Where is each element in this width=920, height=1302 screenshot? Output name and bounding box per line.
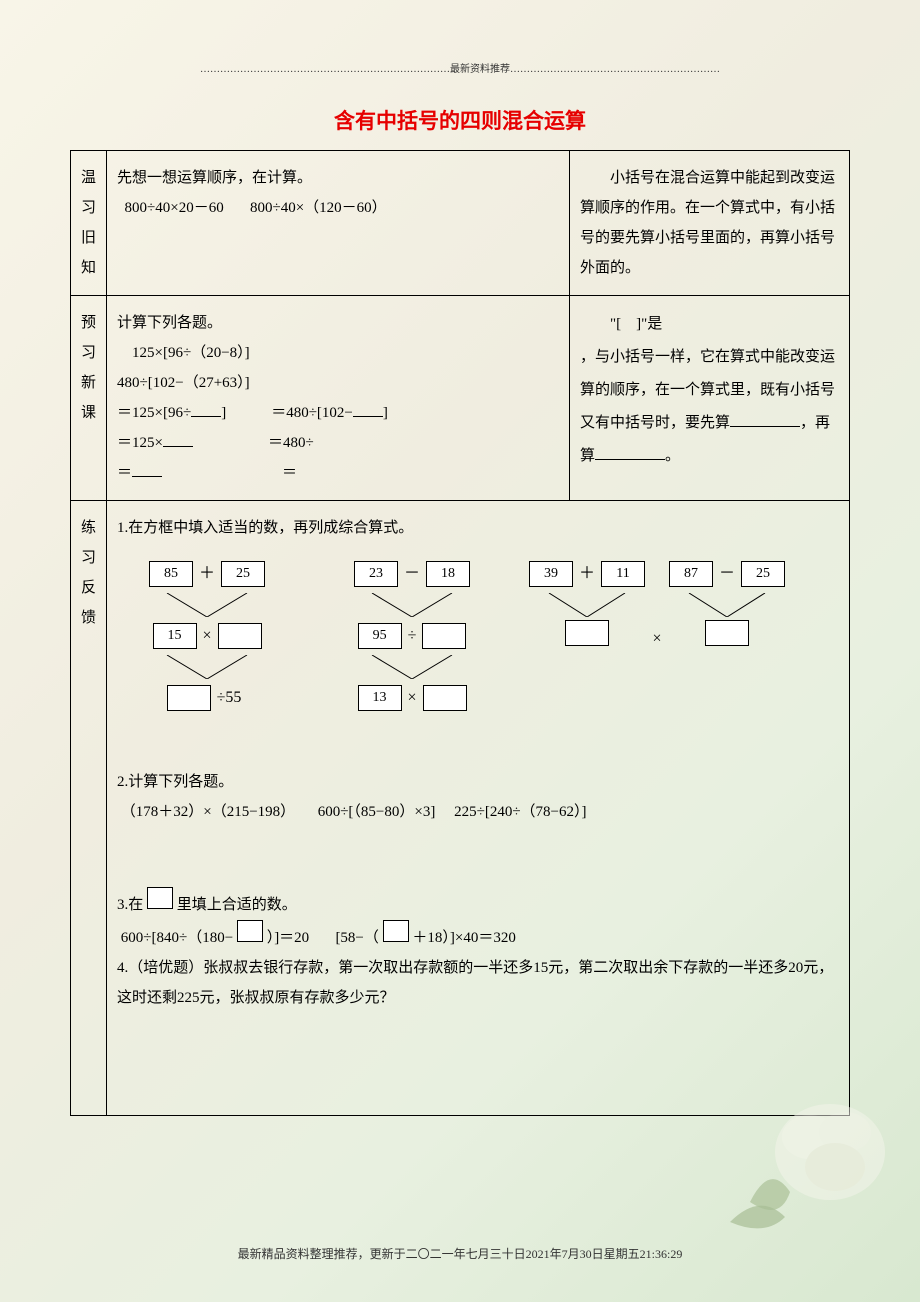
blank [595,445,665,460]
r2-l2: 125×[96÷（20−8）] [117,338,559,368]
diagram-34-wrap: 39 ＋ 11 87 － 25 [527,555,787,717]
row1-main: 先想一想运算顺序，在计算。 800÷40×20－60 800÷40×（120－6… [107,151,570,296]
r2-l1: 计算下列各题。 [117,308,559,338]
op-plus: ＋ [573,558,601,590]
row-preview: 预习新课 计算下列各题。 125×[96÷（20−8）] 480÷[102−（2… [71,296,850,501]
page-title: 含有中括号的四则混合运算 [70,105,850,135]
box: 87 [669,561,713,587]
box-empty [167,685,211,711]
box-empty [218,623,262,649]
q1-title: 1.在方框中填入适当的数，再列成综合算式。 [117,513,839,543]
box-empty [383,920,409,942]
row3-main: 1.在方框中填入适当的数，再列成综合算式。 85 ＋ 25 15 × [107,501,850,1116]
row1-right: 小括号在混合运算中能起到改变运算顺序的作用。在一个算式中，有小括号的要先算小括号… [570,151,850,296]
r2-l5b: ＝480÷ [193,435,314,451]
op-minus: － [713,558,741,590]
blank [163,432,193,447]
blank [730,412,800,427]
op-mul-mid: × [647,623,668,655]
row-practice: 练习反馈 1.在方框中填入适当的数，再列成综合算式。 85 ＋ 25 15 × [71,501,850,1116]
row-review: 温习旧知 先想一想运算顺序，在计算。 800÷40×20－60 800÷40×（… [71,151,850,296]
q3d: ）]＝20 [267,930,310,946]
op-mul: × [402,682,423,714]
side-label-1: 温习旧知 [71,151,107,296]
q3c: 600÷[840÷（180− [121,930,233,946]
box: 23 [354,561,398,587]
header-dots: …………………………………………………………………最新资料推荐………………………… [70,60,850,75]
q2-title: 2.计算下列各题。 [117,767,839,797]
side-label-2: 预习新课 [71,296,107,501]
r2-l5a: ＝125× [117,435,163,451]
r2-l4b: ] ＝480÷[102− [221,405,353,421]
side-label-3: 练习反馈 [71,501,107,1116]
box: 18 [426,561,470,587]
diagrams: 85 ＋ 25 15 × ÷55 [117,555,839,717]
r1-expr-b: 800÷40×（120－60） [250,200,387,216]
op-minus: － [398,558,426,590]
box: 15 [153,623,197,649]
r1-l1: 先想一想运算顺序，在计算。 [117,163,559,193]
r2-l4a: ＝125×[96÷ [117,405,191,421]
q3e: [58−（ [335,930,378,946]
box: 25 [221,561,265,587]
op-div: ÷55 [211,682,248,714]
q3f: ＋18）]×40＝320 [412,930,515,946]
r2r-a: "[ ]"是 [580,316,662,332]
q2b: 600÷[（85−80）×3] [318,804,436,820]
r2-l6b: ＝ [162,465,297,481]
diagram-2: 23 － 18 95 ÷ 13 × [322,555,502,717]
r2-l6a: ＝ [117,465,132,481]
q2c: 225÷[240÷（78−62）] [454,804,586,820]
q3a: 3.在 [117,897,143,913]
box-empty [237,920,263,942]
op-mul: × [197,620,218,652]
blank [353,402,383,417]
box: 85 [149,561,193,587]
box: 39 [529,561,573,587]
q3b: 里填上合适的数。 [177,897,297,913]
box-empty [423,685,467,711]
blank [132,462,162,477]
q4: 4.（培优题）张叔叔去银行存款，第一次取出存款额的一半还多15元，第二次取出余下… [117,953,839,1013]
box-empty [422,623,466,649]
blank [191,402,221,417]
op-plus: ＋ [193,558,221,590]
r2-l3: 480÷[102−（27+63）] [117,368,559,398]
box: 13 [358,685,402,711]
diagram-1: 85 ＋ 25 15 × ÷55 [117,555,297,717]
q2a: （178＋32）×（215−198） [121,804,295,820]
box: 25 [741,561,785,587]
row2-right: "[ ]"是 ，与小括号一样，它在算式中能改变运算的顺序，在一个算式里，既有小括… [570,296,850,501]
box: 95 [358,623,402,649]
main-table: 温习旧知 先想一想运算顺序，在计算。 800÷40×20－60 800÷40×（… [70,150,850,1116]
row2-main: 计算下列各题。 125×[96÷（20−8）] 480÷[102−（27+63）… [107,296,570,501]
op-div: ÷ [402,620,423,652]
r2-l4c: ] [383,405,388,421]
footer: 最新精品资料整理推荐，更新于二〇二一年七月三十日2021年7月30日星期五21:… [0,1245,920,1262]
r1-expr-a: 800÷40×20－60 [125,200,224,216]
box: 11 [601,561,645,587]
r2r-d: 。 [665,448,680,464]
box-empty [147,887,173,909]
